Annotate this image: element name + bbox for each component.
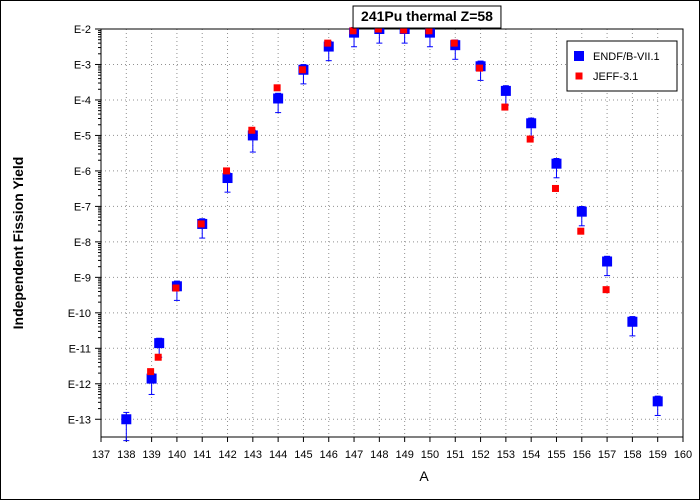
chart-title-box: 241Pu thermal Z=58 xyxy=(352,5,502,29)
x-tick-label: 156 xyxy=(573,449,591,461)
data-point xyxy=(551,158,562,169)
x-tick-label: 145 xyxy=(294,449,312,461)
y-tick-label: E-6 xyxy=(74,166,91,178)
x-tick-label: 142 xyxy=(218,449,236,461)
y-tick-label: E-11 xyxy=(69,343,91,355)
x-tick-label: 154 xyxy=(522,449,540,461)
y-tick-label: E-7 xyxy=(74,201,91,213)
x-tick-label: 137 xyxy=(92,449,110,461)
x-tick-label: 155 xyxy=(547,449,565,461)
y-axis: E-2 E-3 E-4 E-5 E-6 E-7 E-8 E-9 E-10 E-11 E-12 E-13 xyxy=(68,24,101,426)
series-jeff xyxy=(147,25,610,376)
data-point xyxy=(450,39,458,47)
data-point xyxy=(349,27,357,35)
data-point xyxy=(577,227,585,235)
x-tick-label: 160 xyxy=(674,449,692,461)
x-axis: 137 138 139 140 141 142 143 144 145 146 147 148 149 1… xyxy=(92,437,692,461)
y-tick-label: E-5 xyxy=(74,130,91,142)
x-tick-label: 147 xyxy=(345,449,363,461)
data-point xyxy=(298,66,306,74)
data-point xyxy=(172,284,180,292)
x-tick-label: 152 xyxy=(471,449,489,461)
data-point xyxy=(526,118,537,129)
y-tick-label: E-9 xyxy=(74,272,91,284)
legend-marker xyxy=(574,51,584,61)
data-point xyxy=(247,130,258,141)
data-point xyxy=(501,103,509,111)
y-tick-label: E-12 xyxy=(68,379,91,391)
data-point xyxy=(248,126,256,134)
x-tick-label: 158 xyxy=(623,449,641,461)
grid xyxy=(101,29,683,437)
data-point xyxy=(551,184,559,192)
x-tick-label: 140 xyxy=(168,449,186,461)
data-point xyxy=(526,135,534,143)
data-point xyxy=(627,316,638,327)
x-tick-label: 138 xyxy=(117,449,135,461)
chart-title: 241Pu thermal Z=58 xyxy=(361,8,493,24)
legend-label: ENDF/B-VII.1 xyxy=(593,51,660,63)
x-tick-label: 149 xyxy=(395,449,413,461)
data-point xyxy=(374,25,382,33)
y-tick-label: E-13 xyxy=(68,414,91,426)
data-point xyxy=(154,338,165,349)
x-tick-label: 144 xyxy=(269,449,287,461)
y-tick-label: E-10 xyxy=(68,308,91,320)
data-point xyxy=(425,27,433,35)
data-point xyxy=(273,84,281,92)
x-tick-label: 146 xyxy=(320,449,338,461)
x-tick-label: 153 xyxy=(497,449,515,461)
x-tick-label: 141 xyxy=(193,449,211,461)
data-point xyxy=(154,353,162,361)
data-point xyxy=(602,286,610,294)
data-point xyxy=(146,373,157,384)
data-point xyxy=(121,414,132,425)
data-point xyxy=(324,39,332,47)
data-point xyxy=(273,93,284,104)
legend-label: JEFF-3.1 xyxy=(593,71,638,83)
data-point xyxy=(476,64,484,72)
y-tick-label: E-3 xyxy=(74,59,91,71)
data-point xyxy=(602,256,613,267)
data-point xyxy=(222,173,233,184)
data-point xyxy=(500,85,511,96)
y-tick-label: E-2 xyxy=(74,24,91,36)
data-point xyxy=(223,167,231,175)
y-tick-label: E-4 xyxy=(74,95,91,107)
series-layer xyxy=(121,23,663,442)
data-point xyxy=(400,26,408,34)
y-tick-label: E-8 xyxy=(74,237,91,249)
y-axis-label: Independent Fission Yield xyxy=(10,157,26,330)
legend-marker xyxy=(575,72,583,80)
x-tick-label: 150 xyxy=(421,449,439,461)
x-tick-label: 148 xyxy=(370,449,388,461)
plot-area xyxy=(100,28,684,438)
data-point xyxy=(576,206,587,217)
legend-box xyxy=(566,40,678,92)
x-tick-label: 159 xyxy=(649,449,667,461)
x-tick-label: 151 xyxy=(446,449,464,461)
x-axis-label: A xyxy=(419,468,429,484)
data-point xyxy=(652,396,663,407)
legend: ENDF/B-VII.1 JEFF-3.1 xyxy=(566,40,678,92)
data-point xyxy=(197,220,205,228)
data-point xyxy=(147,368,155,376)
x-tick-label: 139 xyxy=(142,449,160,461)
x-tick-label: 157 xyxy=(598,449,616,461)
x-tick-label: 143 xyxy=(244,449,262,461)
